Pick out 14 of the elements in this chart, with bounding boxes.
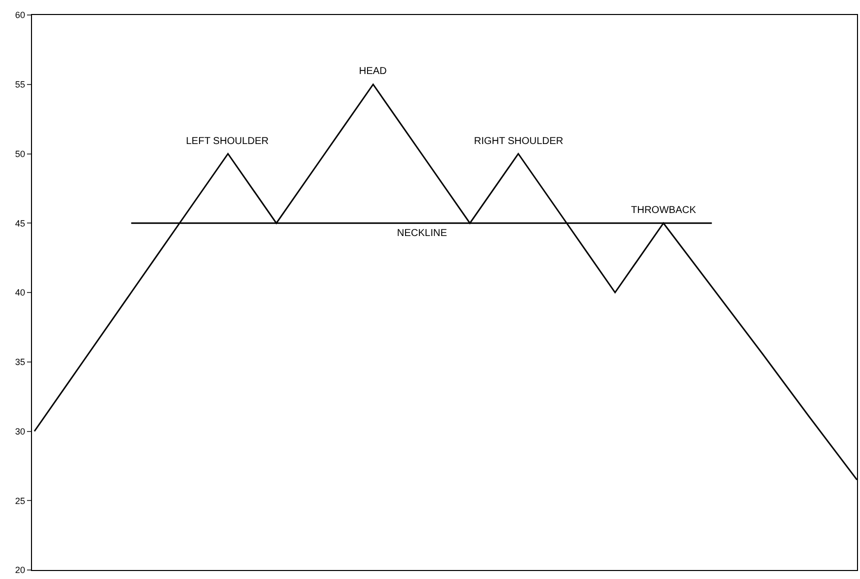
- annotation: LEFT SHOULDER: [186, 136, 269, 147]
- y-tick-label: 35: [15, 357, 26, 368]
- y-tick-label: 50: [15, 148, 26, 159]
- annotation: NECKLINE: [397, 228, 448, 239]
- y-tick-label: 45: [15, 218, 26, 228]
- y-tick-label: 55: [15, 80, 26, 90]
- y-tick-label: 25: [15, 496, 26, 506]
- y-tick-label: 20: [15, 565, 26, 576]
- annotation: HEAD: [359, 66, 387, 77]
- y-tick-label: 30: [15, 426, 26, 436]
- annotation: RIGHT SHOULDER: [474, 136, 564, 147]
- y-tick-label: 40: [15, 288, 26, 298]
- annotation: THROWBACK: [631, 205, 696, 216]
- y-tick-label: 60: [15, 10, 26, 20]
